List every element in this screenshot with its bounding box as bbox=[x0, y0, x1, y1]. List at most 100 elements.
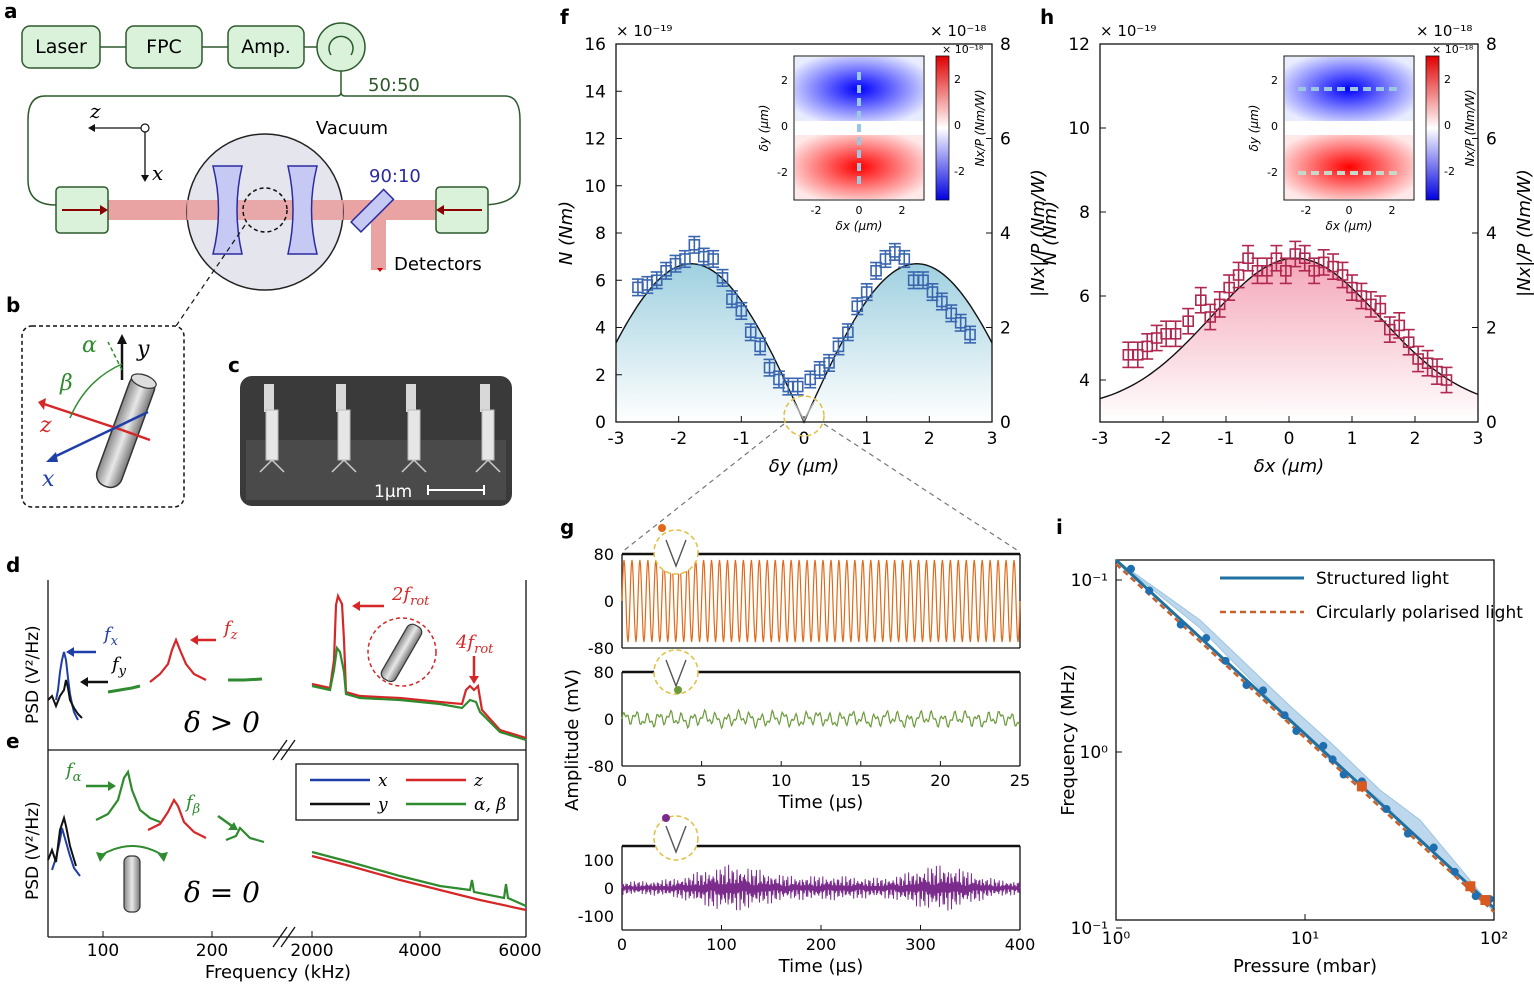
data-point bbox=[1194, 286, 1207, 314]
data-point bbox=[744, 323, 757, 342]
sem-rod bbox=[265, 409, 279, 461]
rod-inset-box bbox=[21, 325, 185, 508]
data-point-orange bbox=[1465, 881, 1476, 892]
square-marker bbox=[1355, 290, 1368, 302]
square-marker bbox=[1280, 264, 1292, 277]
inset-y-tick: -2 bbox=[777, 166, 788, 179]
inset-x-tick: 2 bbox=[899, 204, 906, 217]
y2-axis-label: |Nx|/P (Nm/W) bbox=[1028, 169, 1049, 297]
y-tick-label: 6 bbox=[595, 271, 606, 291]
square-marker bbox=[842, 326, 854, 339]
square-marker bbox=[870, 264, 882, 277]
y-axis-label: N (Nm) bbox=[1040, 201, 1061, 265]
data-point-blue bbox=[1221, 656, 1230, 665]
square-marker bbox=[679, 253, 691, 265]
data-point-blue bbox=[1450, 867, 1459, 876]
inset-y-label: δy (μm) bbox=[757, 105, 771, 152]
square-marker bbox=[1393, 319, 1406, 332]
psd-e-high-red bbox=[311, 854, 527, 912]
square-marker bbox=[879, 253, 892, 265]
data-point bbox=[823, 353, 836, 373]
fit-area bbox=[1100, 258, 1478, 422]
split-5050: 50:50 bbox=[368, 75, 420, 96]
square-marker bbox=[773, 373, 785, 386]
circulator bbox=[316, 22, 366, 72]
data-point bbox=[735, 301, 748, 321]
rotating-rod-icon bbox=[380, 623, 423, 683]
sem-rod-top bbox=[264, 384, 274, 412]
data-point-blue bbox=[1145, 586, 1154, 595]
square-marker bbox=[889, 246, 901, 258]
psd-d-fz-curve bbox=[149, 637, 207, 683]
data-point bbox=[1169, 320, 1182, 348]
square-marker bbox=[1132, 348, 1144, 361]
square-marker bbox=[716, 272, 729, 284]
psd-e-black bbox=[47, 814, 77, 867]
g-x-tick-label: 0 bbox=[617, 935, 627, 954]
psd-d-fy-curve bbox=[47, 679, 83, 719]
g-x-label: Time (μs) bbox=[778, 956, 864, 977]
data-point-orange bbox=[1356, 781, 1367, 792]
psd-e-ylabel: PSD (V²/Hz) bbox=[23, 801, 43, 900]
data-point-blue bbox=[1259, 686, 1268, 695]
x-axis-label: δx (μm) bbox=[1254, 456, 1324, 477]
square-marker bbox=[735, 305, 748, 317]
trap-zoom-circle bbox=[242, 187, 288, 233]
panel-label-i: i bbox=[1056, 515, 1063, 539]
data-point bbox=[832, 337, 845, 356]
legend-alpha-beta: α, β bbox=[474, 795, 506, 815]
panel-label-f: f bbox=[560, 5, 569, 29]
position-v-icon bbox=[665, 825, 687, 854]
data-point-blue bbox=[1126, 564, 1135, 573]
sem-rod-top bbox=[480, 384, 490, 412]
inset-y-tick: -2 bbox=[1267, 166, 1278, 179]
sem-rod-top bbox=[336, 384, 346, 412]
data-point bbox=[1327, 253, 1340, 281]
square-marker bbox=[823, 357, 835, 369]
square-marker bbox=[1141, 340, 1154, 353]
data-point bbox=[1393, 311, 1406, 339]
x-tick-label: 3 bbox=[987, 429, 998, 449]
vacuum-label: Vacuum bbox=[316, 118, 388, 139]
detectors-label: Detectors bbox=[394, 254, 482, 275]
detector-beam bbox=[371, 210, 386, 270]
lens-left bbox=[212, 165, 243, 255]
data-point-blue bbox=[1319, 741, 1328, 750]
x-axis-label: δy (μm) bbox=[769, 456, 839, 477]
x-tick-label: 0 bbox=[799, 429, 810, 449]
data-point bbox=[1223, 274, 1236, 302]
inset-y-tick: 2 bbox=[781, 74, 788, 87]
square-marker bbox=[791, 380, 804, 393]
position-v-icon bbox=[665, 659, 687, 688]
g-x-tick-label: 25 bbox=[1010, 771, 1030, 790]
data-point-blue bbox=[1403, 829, 1412, 838]
y2-tick-label: 6 bbox=[1000, 130, 1011, 150]
psd-panels: PSD (V²/Hz) PSD (V²/Hz) fx fy fz 2frot 4… bbox=[23, 580, 542, 983]
rod-x-label: x bbox=[42, 467, 55, 492]
x-tick-label: 1 bbox=[861, 429, 872, 449]
psd-xtick-2000: 2000 bbox=[290, 941, 333, 961]
data-point-blue bbox=[1471, 892, 1480, 901]
x-tick-label: -1 bbox=[733, 429, 750, 449]
data-point bbox=[1141, 332, 1154, 360]
g-x-tick-label: 100 bbox=[706, 935, 737, 954]
data-point bbox=[926, 282, 939, 302]
zoom-connector bbox=[823, 423, 1021, 553]
psd-xlabel: Frequency (kHz) bbox=[205, 962, 351, 983]
data-point bbox=[954, 313, 967, 332]
position-v-icon bbox=[665, 539, 687, 568]
g-x-label: Time (μs) bbox=[778, 792, 864, 813]
y2-tick-label: 0 bbox=[1486, 413, 1497, 433]
square-marker bbox=[754, 340, 766, 353]
psd-d-green-mid bbox=[228, 677, 263, 682]
psd-xtick-100: 100 bbox=[87, 941, 119, 961]
panel-label-c: c bbox=[228, 353, 240, 377]
fiber-loop bbox=[27, 71, 521, 206]
y2-tick-label: 8 bbox=[1000, 35, 1011, 55]
y-tick-label: 4 bbox=[1079, 371, 1090, 391]
position-dot bbox=[658, 524, 666, 532]
legend-z: z bbox=[473, 771, 484, 791]
x-tick-label: -3 bbox=[1092, 429, 1109, 449]
